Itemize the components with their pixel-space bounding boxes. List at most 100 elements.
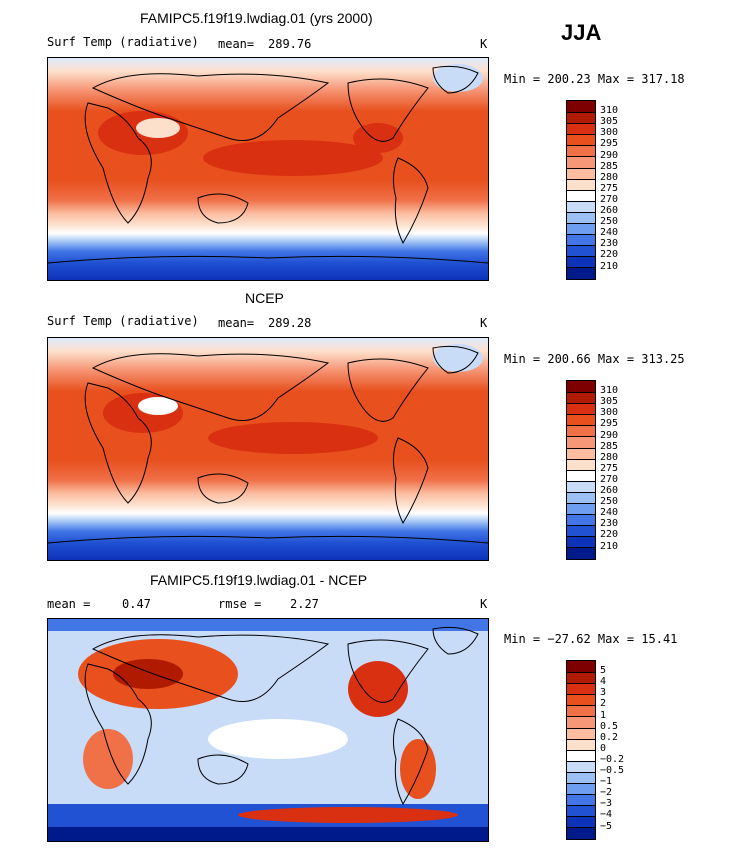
panel3-colorbar-swatch bbox=[567, 771, 595, 784]
panel2-colorbar-tick-label: 290 bbox=[600, 429, 619, 441]
panel1-colorbar-tick-label: 280 bbox=[600, 171, 619, 183]
panel2-colorbar-swatch bbox=[567, 381, 595, 393]
panel1-colorbar-tick-label: 285 bbox=[600, 160, 619, 172]
panel1-colorbar-swatch bbox=[567, 178, 595, 190]
panel3-title: FAMIPC5.f19f19.lwdiag.01 - NCEP bbox=[150, 572, 368, 588]
panel3-colorbar-swatch bbox=[567, 694, 595, 706]
panel2-colorbar-swatch bbox=[567, 525, 595, 537]
panel3-minmax: Min = −27.62 Max = 15.41 bbox=[504, 632, 678, 646]
panel2-colorbar-tick-label: 275 bbox=[600, 462, 619, 474]
panel1-map-svg bbox=[48, 58, 488, 280]
panel3-colorbar bbox=[566, 660, 596, 840]
panel2-colorbar-tick-label: 220 bbox=[600, 529, 619, 541]
panel2-units: K bbox=[480, 316, 488, 330]
panel3-colorbar-swatch bbox=[567, 716, 595, 728]
panel3-map bbox=[47, 618, 489, 842]
panel1-colorbar-swatch bbox=[567, 189, 595, 201]
panel1-colorbar-tick-label: 210 bbox=[600, 260, 619, 272]
panel3-units: K bbox=[480, 597, 488, 611]
panel3-colorbar-swatch bbox=[567, 816, 595, 828]
panel1-greenland-cold bbox=[433, 64, 483, 92]
panel2-colorbar-swatch bbox=[567, 536, 595, 548]
panel2-colorbar-swatch bbox=[567, 425, 595, 437]
panel3-antarctic-warm-bias bbox=[238, 807, 458, 823]
panel1-colorbar-swatch bbox=[567, 112, 595, 124]
panel3-antarctic-cold-bias bbox=[48, 827, 488, 841]
panel3-pacific-neutral bbox=[208, 719, 348, 759]
panel2-colorbar-tick-label: 285 bbox=[600, 440, 619, 452]
season-label: JJA bbox=[561, 20, 602, 45]
panel3-colorbar-swatch bbox=[567, 683, 595, 695]
panel2-colorbar-tick-label: 210 bbox=[600, 540, 619, 552]
panel2-mean-value: 289.28 bbox=[268, 316, 312, 330]
panel1-colorbar-swatch bbox=[567, 123, 595, 135]
panel1-minmax: Min = 200.23 Max = 317.18 bbox=[504, 72, 685, 86]
panel3-colorbar-tick-label: 0 bbox=[600, 742, 607, 754]
panel1-warm-pool bbox=[203, 140, 383, 176]
panel3-mean-value: 0.47 bbox=[122, 597, 151, 611]
panel2-minmax: Min = 200.66 Max = 313.25 bbox=[504, 352, 685, 366]
panel1-variable-label: Surf Temp (radiative) bbox=[47, 35, 199, 49]
panel2-title: NCEP bbox=[245, 290, 284, 306]
panel2-colorbar-swatch bbox=[567, 436, 595, 448]
panel3-mean-label: mean = bbox=[47, 597, 91, 611]
panel1-units: K bbox=[480, 37, 488, 51]
panel2-warm-pool bbox=[208, 422, 378, 454]
panel1-colorbar-tick-label: 310 bbox=[600, 105, 619, 117]
panel2-colorbar-tick-label: 260 bbox=[600, 485, 619, 496]
panel3-colorbar-tick-label: 3 bbox=[600, 687, 607, 699]
panel3-colorbar-tick-label: 1 bbox=[600, 709, 607, 721]
panel3-colorbar-tick-label: −1 bbox=[600, 776, 613, 788]
panel2-colorbar bbox=[566, 380, 596, 560]
panel2-colorbar-swatch bbox=[567, 392, 595, 404]
panel1-mean-label: mean= bbox=[218, 37, 255, 51]
panel1-colorbar bbox=[566, 100, 596, 280]
panel2-colorbar-tick-label: 305 bbox=[600, 396, 619, 408]
panel2-colorbar-swatch bbox=[567, 414, 595, 426]
panel1-colorbar-tick-label: 240 bbox=[600, 227, 619, 239]
panel2-coastlines bbox=[48, 345, 488, 544]
panel1-colorbar-tick-label: 295 bbox=[600, 138, 619, 150]
panel3-eurasia-strong-bias bbox=[113, 659, 183, 689]
panel3-colorbar-tick-label: −0.5 bbox=[600, 765, 625, 776]
panel2-map-svg bbox=[48, 338, 488, 560]
panel3-colorbar-swatch bbox=[567, 705, 595, 717]
panel2-colorbar-tick-label: 270 bbox=[600, 473, 619, 485]
panel1-map bbox=[47, 57, 489, 281]
panel1-colorbar-tick-label: 220 bbox=[600, 249, 619, 261]
panel2-colorbar-swatch bbox=[567, 503, 595, 515]
panel1-colorbar-swatch bbox=[567, 245, 595, 257]
panel1-colorbar-tick-label: 300 bbox=[600, 127, 619, 139]
panel2-colorbar-swatch bbox=[567, 458, 595, 470]
panel2-colorbar-swatch bbox=[567, 547, 595, 559]
panel2-colorbar-tick-label: 230 bbox=[600, 518, 619, 530]
panel2-colorbar-swatch bbox=[567, 514, 595, 526]
panel1-mean-value: 289.76 bbox=[268, 37, 312, 51]
panel3-colorbar-swatch bbox=[567, 727, 595, 739]
panel3-rmse-label: rmse = bbox=[218, 597, 262, 611]
panel2-colorbar-tick-label: 295 bbox=[600, 418, 619, 430]
panel1-colorbar-tick-label: 250 bbox=[600, 216, 619, 228]
panel2-colorbar-swatch bbox=[567, 447, 595, 459]
panel2-map bbox=[47, 337, 489, 561]
panel2-colorbar-tick-label: 250 bbox=[600, 496, 619, 508]
panel2-colorbar-tick-label: 310 bbox=[600, 385, 619, 397]
panel3-africa-warm-bias bbox=[83, 729, 133, 789]
panel1-colorbar-tick-label: 230 bbox=[600, 238, 619, 250]
panel1-colorbar-swatch bbox=[567, 211, 595, 224]
panel3-arctic-band bbox=[48, 619, 488, 631]
panel2-colorbar-tick-label: 300 bbox=[600, 407, 619, 419]
panel3-coastlines bbox=[84, 626, 479, 806]
panel3-namerica-warm-bias bbox=[348, 661, 408, 717]
panel1-title: FAMIPC5.f19f19.lwdiag.01 (yrs 2000) bbox=[140, 10, 373, 26]
panel3-colorbar-swatch bbox=[567, 749, 595, 761]
panel1-colorbar-swatch bbox=[567, 145, 595, 157]
panel2-colorbar-swatch bbox=[567, 480, 595, 492]
panel3-colorbar-swatch bbox=[567, 783, 595, 795]
panel1-colorbar-swatch bbox=[567, 200, 595, 212]
panel3-colorbar-tick-label: 4 bbox=[600, 676, 607, 688]
panel3-samerica-warm-bias bbox=[400, 739, 436, 799]
panel3-map-svg bbox=[48, 619, 488, 841]
panel2-colorbar-tick-label: 280 bbox=[600, 451, 619, 463]
panel1-colorbar-swatch bbox=[567, 256, 595, 268]
